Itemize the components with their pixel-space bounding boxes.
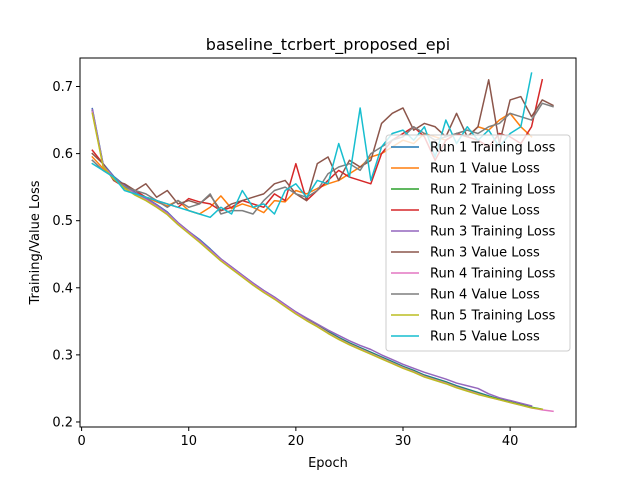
legend-label-8: Run 4 Value Loss (430, 288, 540, 303)
series-line-9 (91, 112, 544, 411)
x-tick-label: 0 (77, 434, 85, 449)
legend: Run 1 Training Loss Run 1 Value Loss Run 2… (385, 134, 571, 352)
y-tick-label: 0.4 (52, 281, 73, 296)
legend-label-3: Run 2 Training Loss (430, 183, 556, 198)
y-tick-label: 0.5 (52, 214, 73, 229)
legend-label-5: Run 3 Training Loss (430, 225, 556, 240)
legend-label-1: Run 1 Training Loss (430, 141, 556, 156)
legend-label-6: Run 3 Value Loss (430, 246, 540, 261)
axes-frame (79, 57, 577, 428)
legend-label-2: Run 1 Value Loss (430, 162, 540, 177)
x-tick-label: 30 (395, 434, 412, 449)
legend-label-9: Run 5 Training Loss (430, 309, 556, 324)
legend-items: Run 1 Training Loss Run 1 Value Loss Run 2… (391, 141, 556, 345)
legend-label-7: Run 4 Training Loss (430, 267, 556, 282)
y-tick-label: 0.2 (52, 415, 73, 430)
y-tick-label: 0.3 (52, 348, 73, 363)
x-tick-label: 20 (288, 434, 305, 449)
legend-label-10: Run 5 Value Loss (430, 330, 540, 345)
y-tick-label: 0.7 (52, 80, 73, 95)
legend-frame (385, 134, 571, 352)
y-axis-label: Training/Value Loss (28, 180, 43, 305)
legend-label-4: Run 2 Value Loss (430, 204, 540, 219)
x-tick-label: 10 (180, 434, 197, 449)
series-line-6 (91, 79, 554, 212)
x-tick-label: 40 (502, 434, 519, 449)
x-axis-label: Epoch (308, 456, 348, 471)
series-line-5 (91, 108, 533, 407)
axes-layer: 0 10 20 30 40 0.2 0.3 0.4 0.5 0.6 0.7 (52, 57, 577, 449)
chart-title: baseline_tcrbert_proposed_epi (206, 35, 450, 55)
y-tick-label: 0.6 (52, 147, 73, 162)
